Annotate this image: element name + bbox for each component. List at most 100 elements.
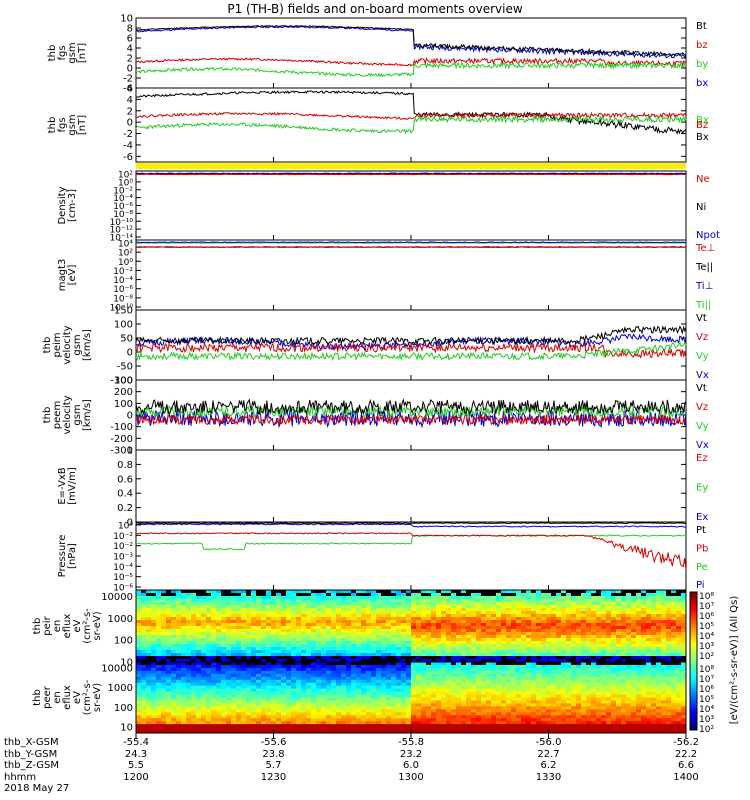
spectro-cell: [356, 662, 362, 666]
spectro-cell: [236, 724, 242, 728]
spectro-cell: [266, 638, 272, 642]
spectro-cell: [276, 656, 282, 660]
spectro-cell: [171, 614, 177, 618]
spectro-cell: [166, 596, 172, 600]
spectro-cell: [161, 590, 167, 594]
spectro-cell: [421, 730, 427, 734]
spectro-cell: [426, 721, 432, 725]
spectro-cell: [466, 659, 472, 663]
spectro-cell: [181, 709, 187, 713]
spectro-cell: [411, 599, 417, 603]
spectro-cell: [681, 608, 687, 612]
spectro-cell: [386, 664, 392, 669]
spectro-cell: [491, 611, 497, 615]
spectro-cell: [261, 653, 267, 657]
spectro-cell: [311, 644, 317, 648]
spectro-cell: [171, 593, 177, 597]
spectro-cell: [396, 662, 402, 666]
spectro-cell: [166, 647, 172, 651]
spectro-cell: [236, 590, 242, 594]
spectro-cell: [206, 682, 212, 687]
spectro-cell: [206, 691, 212, 695]
spectro-cell: [141, 712, 147, 716]
spectro-cell: [366, 718, 372, 722]
spectro-cell: [356, 614, 362, 618]
spectro-cell: [511, 659, 517, 663]
spectro-cell: [356, 691, 362, 695]
spectro-cell: [241, 620, 247, 624]
spectro-cell: [141, 664, 147, 669]
spectro-cell: [236, 700, 242, 704]
spectro-cell: [596, 611, 602, 615]
spectro-cell: [371, 614, 377, 618]
spectro-cell: [541, 650, 547, 654]
spectro-cell: [591, 653, 597, 657]
spectro-cell: [191, 647, 197, 651]
spectro-cell: [406, 590, 412, 594]
spectro-cell: [141, 718, 147, 722]
spectro-cell: [266, 590, 272, 594]
spectro-cell: [426, 670, 432, 675]
spectro-cell: [251, 697, 257, 701]
spectro-cell: [486, 656, 492, 660]
spectro-cell: [436, 664, 442, 669]
spectro-cell: [656, 653, 662, 657]
spectro-cell: [496, 712, 502, 716]
spectro-cell: [586, 647, 592, 651]
spectro-cell: [241, 653, 247, 657]
spectro-cell: [516, 635, 522, 639]
spectro-cell: [141, 688, 147, 692]
spectro-cell: [206, 694, 212, 698]
spectro-cell: [256, 685, 262, 690]
spectro-cell: [541, 688, 547, 692]
spectro-cell: [611, 641, 617, 645]
spectro-cell: [366, 638, 372, 642]
spectro-cell: [471, 626, 477, 630]
spectro-cell: [381, 703, 387, 707]
spectro-cell: [436, 676, 442, 681]
spectro-cell: [156, 626, 162, 630]
spectro-cell: [246, 673, 252, 678]
spectro-cell: [411, 724, 417, 728]
spectro-cell: [256, 602, 262, 606]
spectro-cell: [376, 641, 382, 645]
spectro-cell: [146, 659, 152, 663]
spectro-cell: [366, 691, 372, 695]
spectro-cell: [401, 659, 407, 663]
spectro-cell: [366, 673, 372, 678]
spectro-cell: [236, 635, 242, 639]
spectro-cell: [241, 700, 247, 704]
spectro-cell: [461, 647, 467, 651]
spectro-cell: [516, 614, 522, 618]
spectro-cell: [351, 599, 357, 603]
series-pt: [135, 522, 686, 525]
spectro-cell: [506, 724, 512, 728]
spectro-cell: [271, 596, 277, 600]
spectro-cell: [381, 697, 387, 701]
spectro-cell: [481, 662, 487, 666]
spectro-cell: [136, 608, 142, 612]
spectro-cell: [266, 718, 272, 722]
spectro-cell: [356, 617, 362, 621]
spectro-cell: [501, 632, 507, 636]
spectro-cell: [516, 691, 522, 695]
spectro-cell: [286, 644, 292, 648]
spectro-cell: [386, 638, 392, 642]
spectro-cell: [241, 626, 247, 630]
spectro-cell: [431, 682, 437, 687]
spectro-cell: [441, 611, 447, 615]
spectro-cell: [441, 682, 447, 687]
spectro-cell: [206, 611, 212, 615]
spectro-cell: [571, 632, 577, 636]
spectro-cell: [346, 620, 352, 624]
spectro-cell: [526, 703, 532, 707]
ylabel-peem: gsm: [72, 404, 83, 425]
spectro-cell: [461, 599, 467, 603]
spectro-cell: [196, 656, 202, 660]
spectro-cell: [171, 608, 177, 612]
spectro-cell: [171, 602, 177, 606]
spectro-cell: [411, 679, 417, 684]
spectro-cell: [246, 670, 252, 675]
spectro-cell: [446, 590, 452, 594]
spectro-cell: [656, 659, 662, 663]
